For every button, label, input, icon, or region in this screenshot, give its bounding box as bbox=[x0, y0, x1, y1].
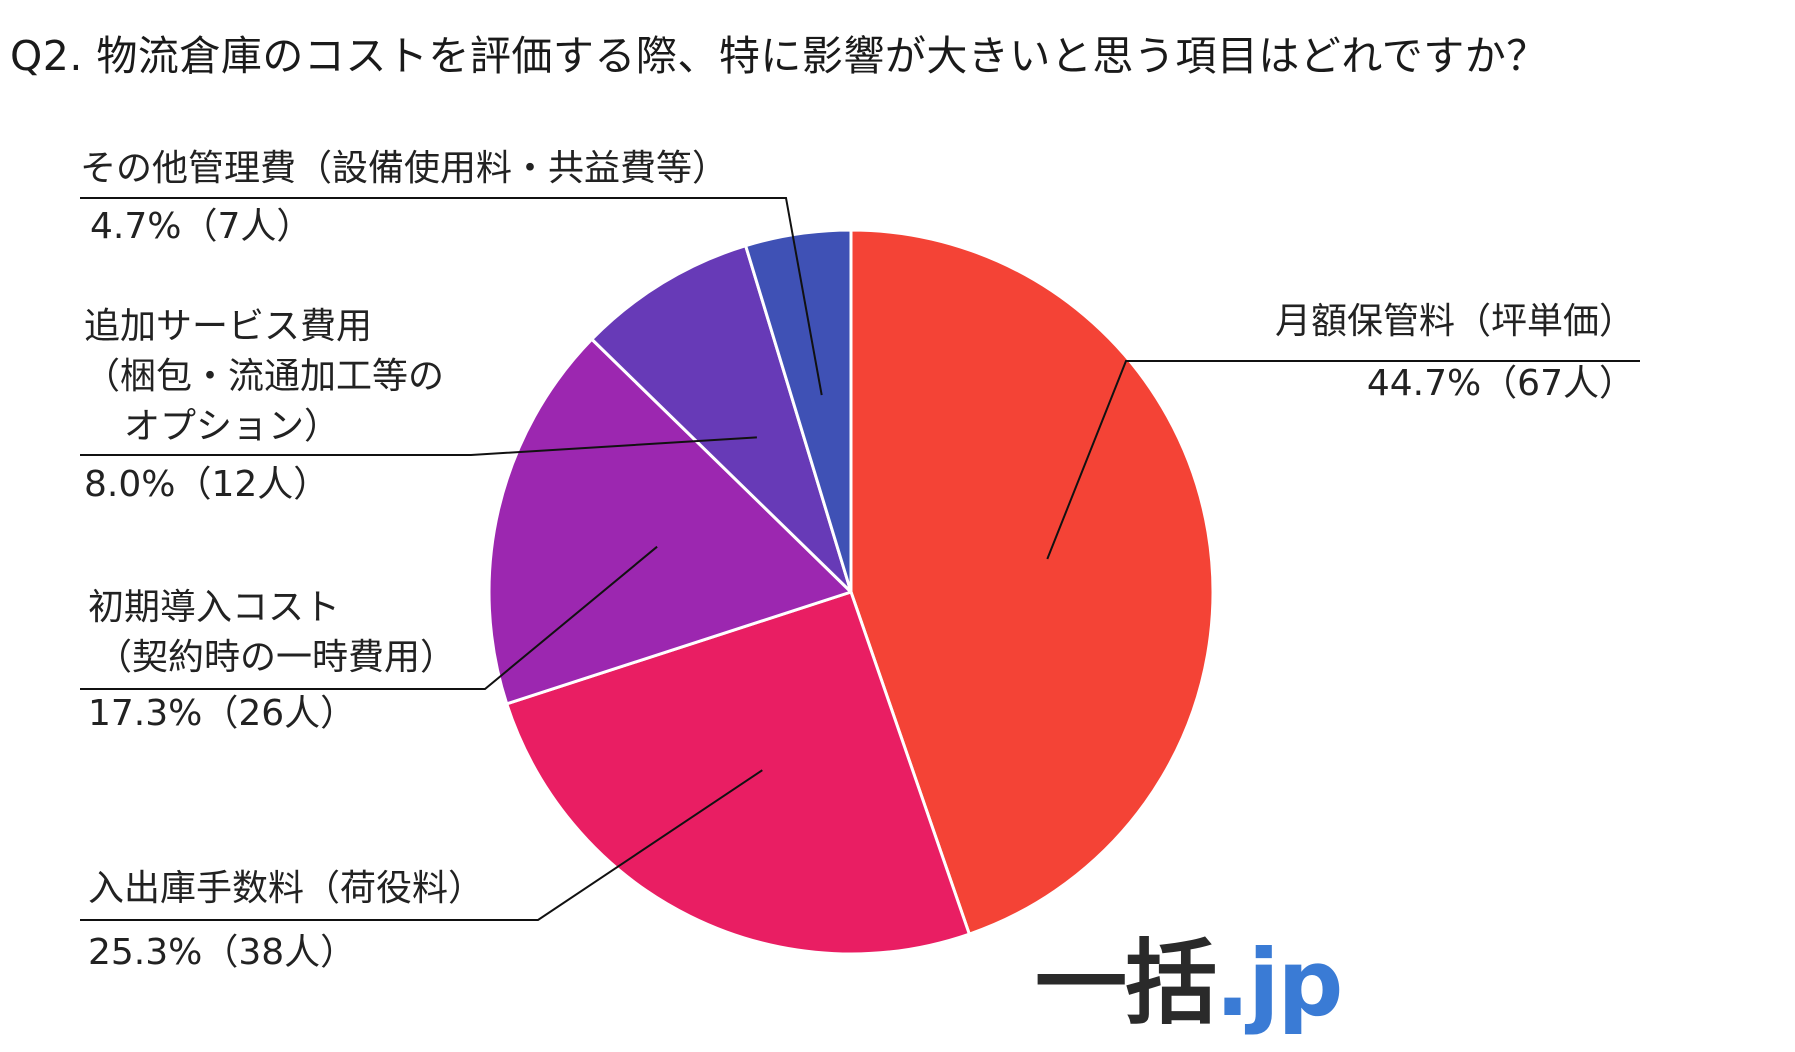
slice-name-initial-2: （契約時の一時費用） bbox=[96, 637, 457, 678]
slice-value-additional: 8.0%（12人） bbox=[84, 464, 330, 505]
leader-line-other bbox=[80, 197, 823, 396]
pie-slice-additional bbox=[590, 244, 853, 594]
pie-slices bbox=[487, 228, 1215, 956]
leader-line-additional bbox=[80, 436, 757, 456]
slice-name-additional-2: （梱包・流通加工等の bbox=[84, 356, 445, 397]
watermark-main: 一括 bbox=[1035, 930, 1217, 1037]
pie-slice-other bbox=[744, 228, 853, 594]
slice-name-initial-1: 初期導入コスト bbox=[88, 587, 341, 628]
chart-title: Q2. 物流倉庫のコストを評価する際、特に影響が大きいと思う項目はどれですか？ bbox=[10, 32, 1548, 80]
slice-label-additional: 追加サービス費用 （梱包・流通加工等の オプション） 8.0%（12人） bbox=[84, 302, 444, 510]
slice-value-handling: 25.3%（38人） bbox=[88, 932, 357, 973]
slice-label-other: その他管理費（設備使用料・共益費等） 4.7%（7人） bbox=[80, 144, 728, 252]
slice-value-other: 4.7%（7人） bbox=[90, 206, 313, 247]
pie-slice-monthly bbox=[849, 228, 1215, 936]
slice-name-additional-1: 追加サービス費用 bbox=[84, 306, 373, 347]
brand-watermark: 一括.jp bbox=[1035, 938, 1343, 1030]
slice-label-monthly: 月額保管料（坪単価） 44.7%（67人） bbox=[1240, 297, 1635, 409]
leader-line-handling bbox=[80, 769, 763, 921]
pie-slice-initial bbox=[487, 337, 853, 706]
slice-value-initial: 17.3%（26人） bbox=[88, 693, 357, 734]
slice-name-handling: 入出庫手数料（荷役料） bbox=[88, 868, 485, 909]
slice-value-monthly: 44.7%（67人） bbox=[1366, 363, 1635, 404]
slice-label-initial: 初期導入コスト （契約時の一時費用） 17.3%（26人） bbox=[88, 583, 456, 739]
slice-label-handling: 入出庫手数料（荷役料） 25.3%（38人） bbox=[88, 864, 484, 978]
leader-line-initial bbox=[80, 545, 658, 690]
leader-line-monthly bbox=[1046, 360, 1640, 560]
slice-name-monthly: 月額保管料（坪単価） bbox=[1274, 301, 1635, 342]
slice-name-other: その他管理費（設備使用料・共益費等） bbox=[80, 148, 729, 189]
watermark-domain: .jp bbox=[1215, 930, 1343, 1037]
slice-name-additional-3: オプション） bbox=[124, 406, 341, 447]
leader-lines bbox=[80, 197, 1640, 921]
